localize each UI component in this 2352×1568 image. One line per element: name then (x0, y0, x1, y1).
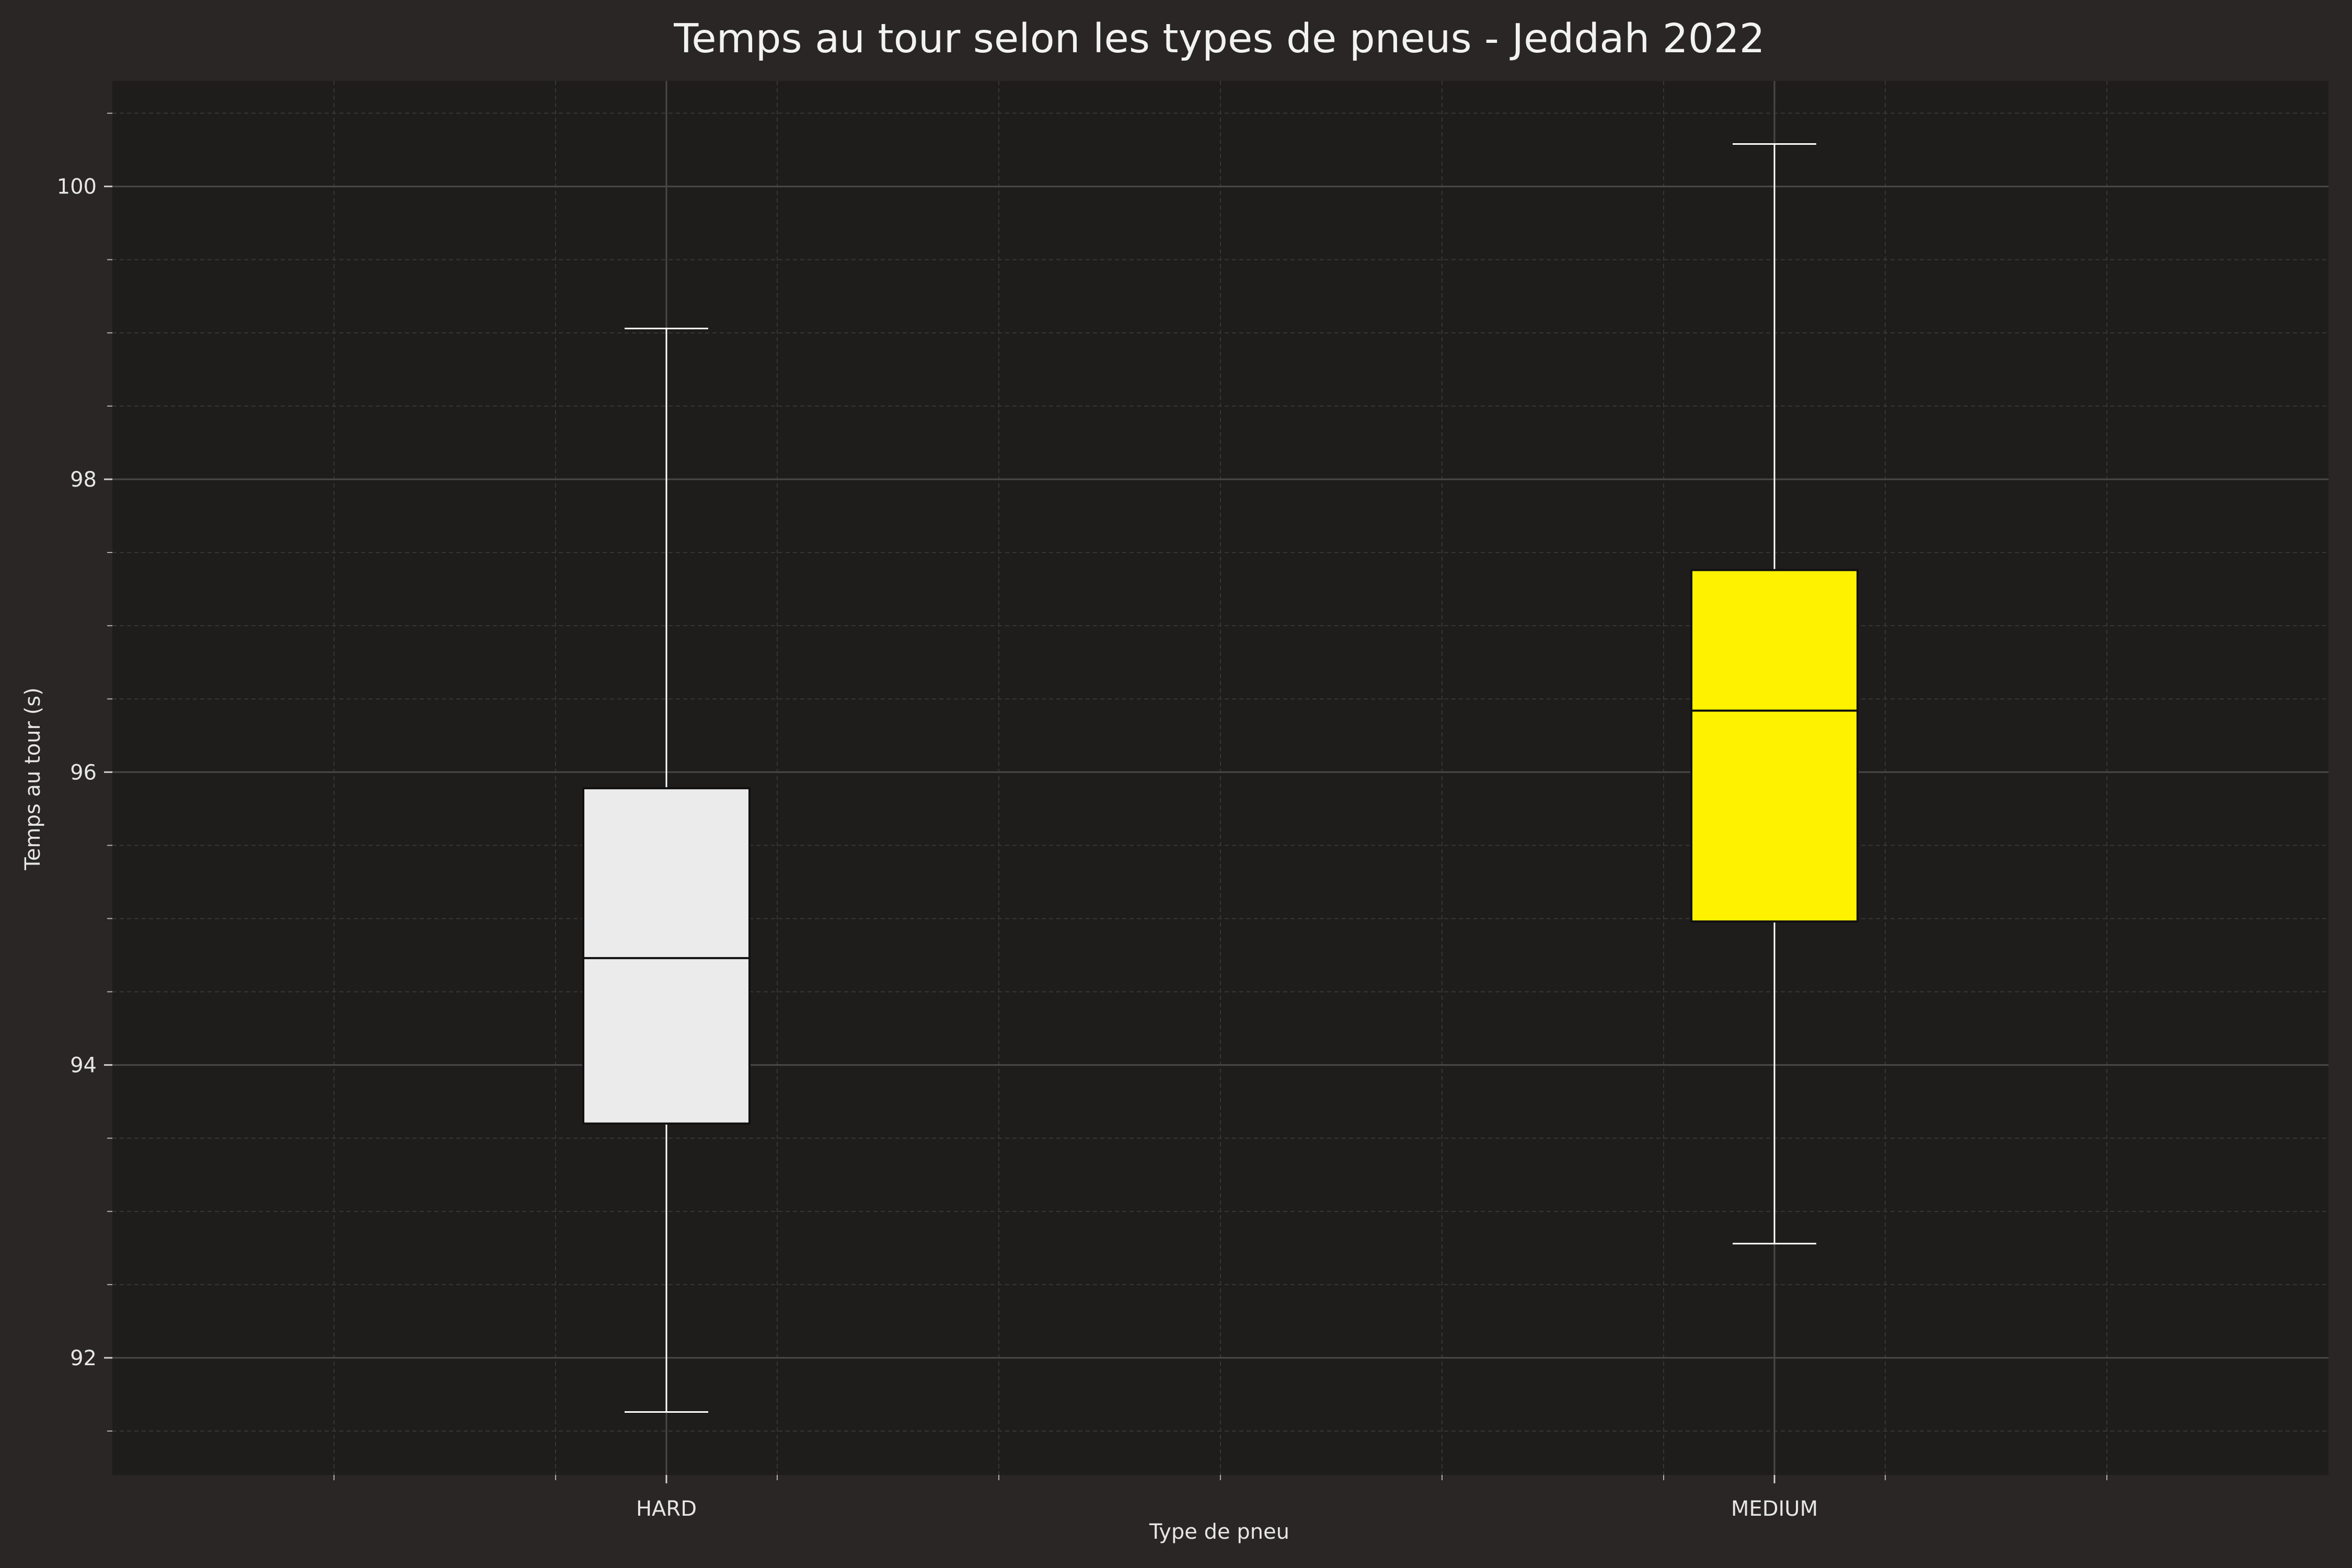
iqr-box (582, 787, 751, 1125)
box-medium (1690, 143, 1859, 1244)
boxes (582, 143, 1859, 1413)
y-tick-label: 96 (70, 760, 97, 785)
x-axis-label: Type de pneu (1149, 1520, 1289, 1544)
y-tick-label: 100 (57, 175, 97, 199)
y-tick-label: 94 (70, 1054, 97, 1078)
iqr-box (1690, 569, 1859, 923)
x-tick-label: HARD (636, 1497, 697, 1521)
y-axis-label: Temps au tour (s) (21, 687, 45, 870)
box-hard (582, 327, 751, 1413)
ticks: 92 94 96 98 100 HARD MEDIUM (57, 112, 2107, 1521)
y-tick-label: 92 (70, 1346, 97, 1370)
x-tick-label: MEDIUM (1731, 1497, 1818, 1521)
y-tick-label: 98 (70, 468, 97, 492)
chart-title: Temps au tour selon les types de pneus -… (673, 16, 1765, 62)
